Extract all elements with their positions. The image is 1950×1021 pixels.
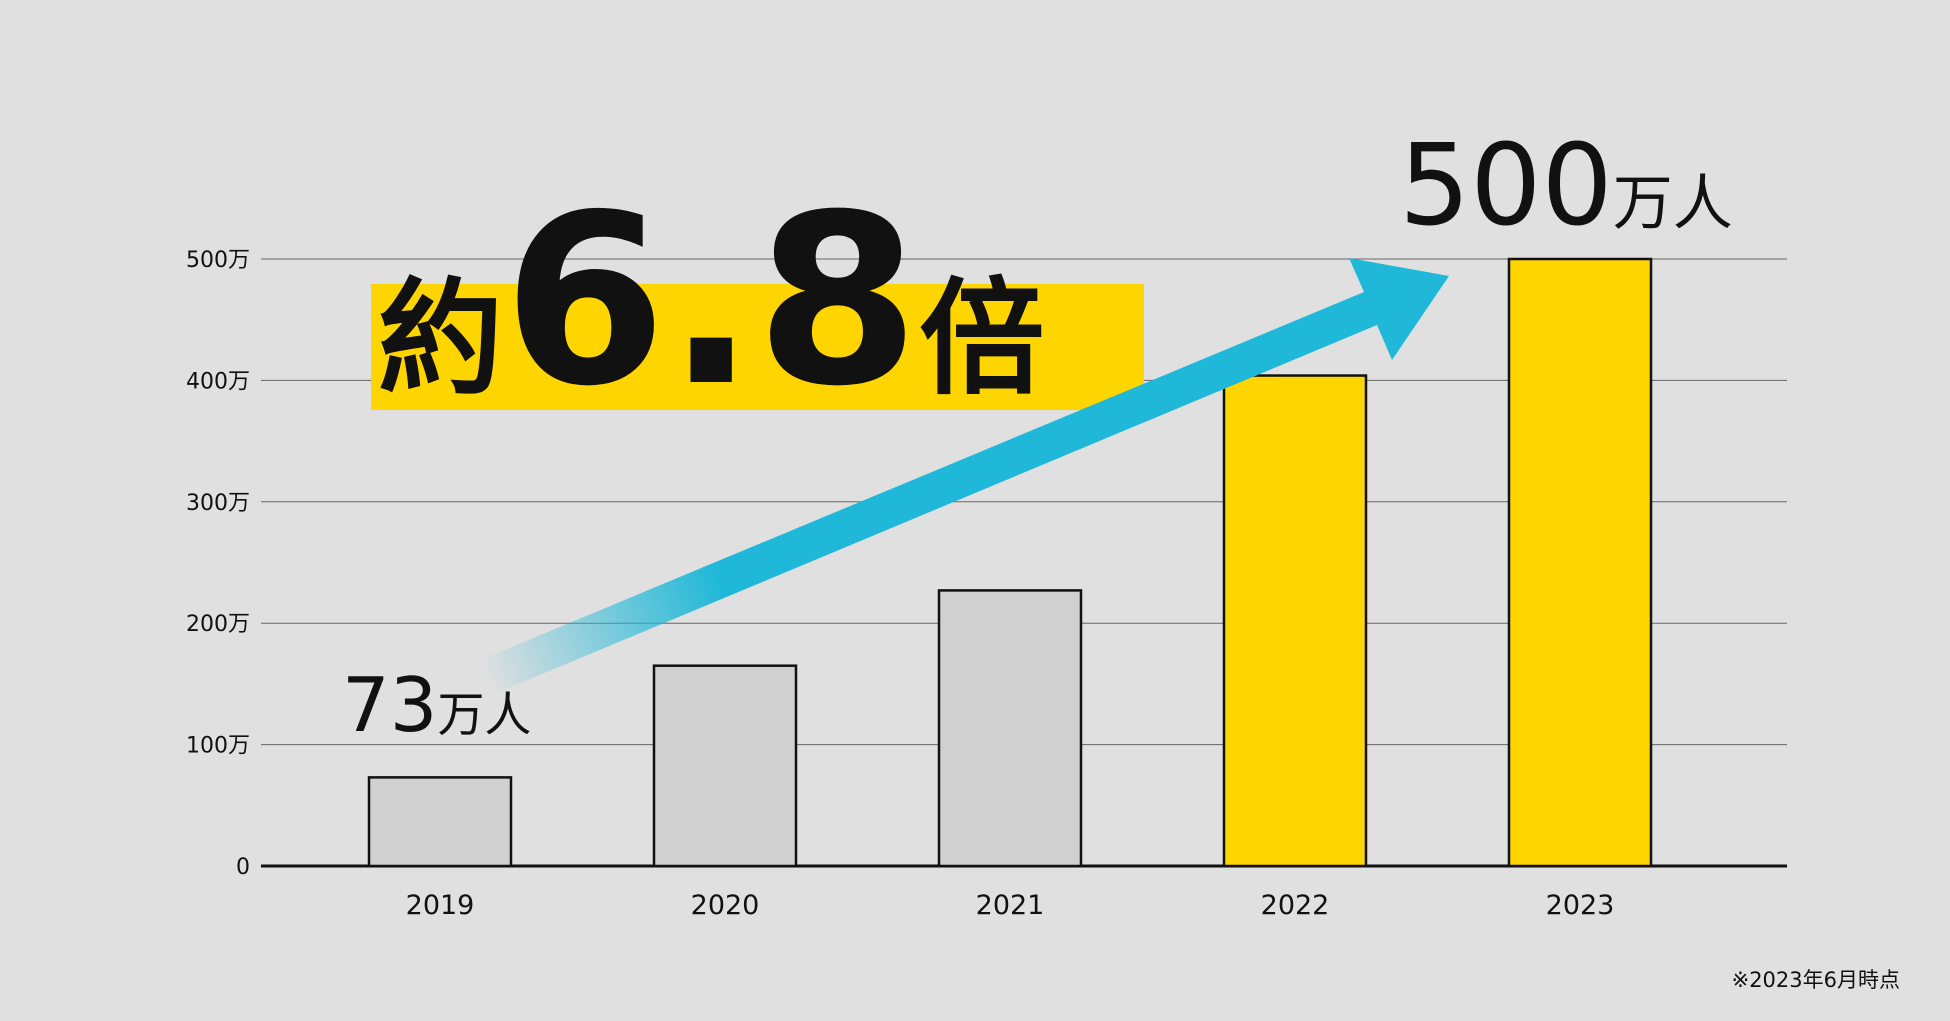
headline: 約6.8倍: [378, 165, 1044, 438]
value-label: 500万人: [1399, 121, 1733, 251]
labels: 73万人 500万人: [342, 121, 1733, 749]
y-tick-label: 300万: [186, 491, 250, 516]
x-tick-label: 2023: [1546, 890, 1615, 921]
x-tick-label: 2019: [406, 890, 475, 921]
y-tick-label: 200万: [186, 612, 250, 637]
bar: [1507, 257, 1653, 868]
growth-arrow: [478, 258, 1449, 695]
value-label: 73万人: [342, 661, 531, 749]
footnote: ※2023年6月時点: [1732, 968, 1900, 992]
bar: [1222, 374, 1368, 868]
x-tick-label: 2021: [976, 890, 1045, 921]
bar: [652, 664, 798, 868]
y-tick-label: 400万: [186, 369, 250, 394]
x-tick-label: 2020: [691, 890, 760, 921]
bar: [937, 589, 1083, 868]
x-tick-label: 2022: [1261, 890, 1330, 921]
y-tick-label: 0: [236, 855, 250, 880]
y-tick-label: 500万: [186, 248, 250, 273]
bar: [367, 776, 513, 868]
headline-highlight: [371, 284, 1144, 410]
plot: 0 100万 200万 300万 400万 500万 2019 2020 2021 2022 202…: [186, 248, 1787, 921]
y-tick-label: 100万: [186, 734, 250, 759]
